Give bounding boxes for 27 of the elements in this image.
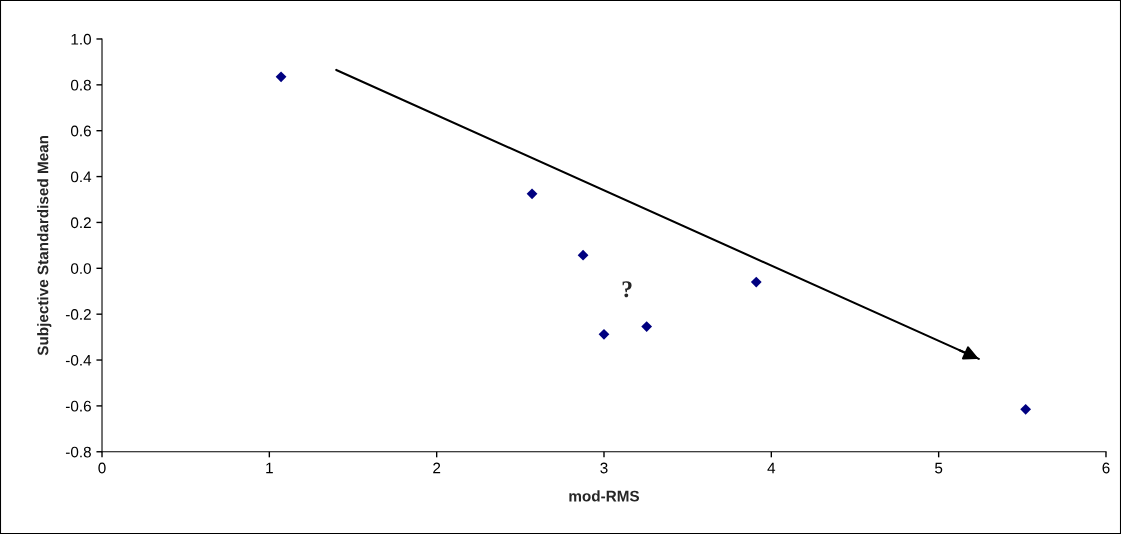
y-tick-label: -0.4 bbox=[65, 354, 92, 366]
y-tick-label: -0.2 bbox=[65, 309, 91, 320]
point bbox=[750, 276, 762, 288]
y-tick-label: 1.0 bbox=[71, 33, 91, 45]
y-tick-label: 0.6 bbox=[70, 125, 91, 137]
x-tick-label: 6 bbox=[1102, 462, 1110, 474]
x-tick-label: 2 bbox=[433, 462, 441, 474]
point bbox=[641, 321, 653, 332]
x-axis-title: mod-RMS bbox=[569, 490, 640, 502]
point bbox=[577, 249, 589, 261]
y-tick-label: 0.0 bbox=[70, 263, 91, 274]
y-tick-label: -0.6 bbox=[65, 400, 91, 412]
point bbox=[1020, 403, 1032, 415]
annotation: ? bbox=[622, 281, 632, 298]
y-axis-title: Subjective Standardised Mean bbox=[37, 135, 52, 356]
x-tick-label: 1 bbox=[266, 462, 273, 474]
x-tick-label: 5 bbox=[935, 462, 943, 474]
y-tick-label: 0.2 bbox=[70, 217, 91, 229]
y-tick-label: 0.8 bbox=[70, 79, 91, 91]
point bbox=[275, 71, 287, 83]
x-tick-label: 0 bbox=[98, 462, 106, 474]
x-tick-label: 4 bbox=[767, 462, 776, 474]
point bbox=[598, 328, 610, 340]
y-tick-label: -0.8 bbox=[65, 446, 91, 458]
x-tick-label: 3 bbox=[600, 462, 608, 474]
point bbox=[526, 188, 538, 200]
y-tick-label: 0.4 bbox=[70, 171, 92, 183]
